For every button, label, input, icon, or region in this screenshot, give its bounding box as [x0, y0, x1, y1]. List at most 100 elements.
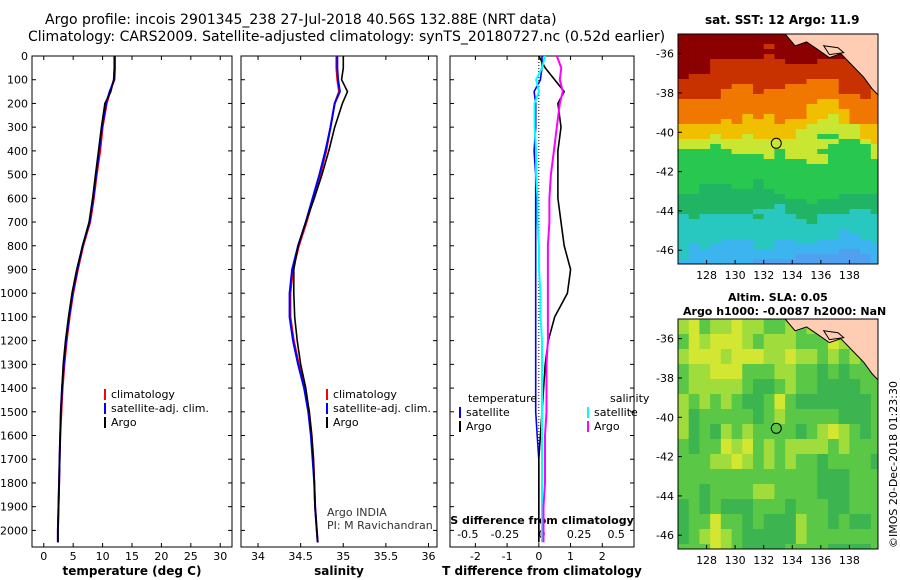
map-cell [695, 109, 700, 115]
map-cell [770, 179, 775, 185]
map-cell [703, 214, 707, 220]
map-cell [731, 334, 736, 340]
map-cell [753, 344, 757, 350]
map-cell [803, 459, 807, 465]
map-cell [738, 324, 743, 330]
map-cell [688, 484, 693, 490]
map-cell [703, 124, 707, 130]
map-cell [792, 74, 797, 80]
map-cell [845, 209, 850, 215]
map-cell [781, 89, 786, 95]
map-cell [710, 449, 715, 455]
map-cell [720, 89, 725, 95]
map-cell [831, 234, 836, 240]
map-cell [849, 489, 854, 495]
map-cell [867, 394, 872, 400]
map-cell [710, 64, 715, 70]
map-cell [699, 64, 704, 70]
map-cell [870, 164, 875, 170]
map-cell [763, 129, 768, 135]
map-cell [749, 79, 754, 85]
map-cell [835, 469, 840, 475]
map-cell [778, 474, 782, 480]
map-cell [863, 199, 868, 205]
map-cell [745, 369, 750, 375]
map-cell [745, 89, 750, 95]
map-cell [685, 139, 690, 145]
map-cell [867, 439, 872, 445]
map-cell [817, 79, 822, 85]
map-cell [706, 449, 711, 455]
map-cell [767, 349, 772, 355]
map-cell [828, 104, 832, 110]
map-cell [745, 64, 750, 70]
map-cell [824, 394, 829, 400]
map-cell [774, 184, 779, 190]
map-cell [856, 229, 861, 235]
map-cell [695, 374, 700, 380]
map-cell [863, 219, 868, 225]
map-cell [695, 89, 700, 95]
map-cell [756, 134, 761, 140]
map-cell [681, 504, 686, 510]
map-cell [835, 249, 840, 255]
map-cell [810, 464, 815, 470]
map-cell [849, 199, 854, 205]
map-cell [845, 159, 850, 165]
map-cell [831, 174, 836, 180]
map-cell [842, 489, 847, 495]
map-cell [853, 454, 857, 460]
map-cell [824, 74, 829, 80]
map-cell [817, 234, 822, 240]
map-cell [760, 379, 765, 385]
map-cell [770, 234, 775, 240]
map-cell [824, 109, 829, 115]
map-cell [720, 439, 725, 445]
map-cell [710, 199, 715, 205]
map-cell [792, 489, 797, 495]
map-cell [742, 329, 747, 335]
map-cell [845, 499, 850, 505]
map-cell [678, 99, 682, 105]
map-cell [806, 469, 811, 475]
map-cell [863, 209, 868, 215]
map-cell [756, 99, 761, 105]
map-cell [774, 84, 779, 90]
map-cell [685, 164, 690, 170]
map-cell [799, 44, 804, 50]
map-cell [710, 424, 715, 430]
map-cell [788, 414, 793, 420]
map-cell [685, 449, 690, 455]
map-cell [806, 54, 811, 60]
map-cell [835, 494, 840, 500]
map-cell [874, 94, 879, 100]
map-cell [849, 414, 854, 420]
map-cell [842, 499, 847, 505]
map-cell [774, 384, 779, 390]
map-cell [699, 364, 704, 370]
map-cell [828, 359, 832, 365]
map-cell [849, 439, 854, 445]
map-cell [710, 54, 715, 60]
map-cell [685, 474, 690, 480]
map-cell [745, 344, 750, 350]
map-cell [720, 469, 725, 475]
map-cell [713, 444, 718, 450]
map-cell [710, 259, 715, 265]
map-cell [860, 119, 865, 125]
map-cell [842, 259, 847, 265]
map-cell [731, 374, 736, 380]
map-cell [774, 494, 779, 500]
map-cell [835, 144, 840, 150]
map-cell [856, 424, 861, 430]
map-cell [810, 404, 815, 410]
map-cell [763, 484, 768, 490]
map-cell [838, 404, 843, 410]
map-cell [842, 209, 847, 215]
map-cell [842, 99, 847, 105]
map-cell [799, 394, 804, 400]
map-cell [849, 214, 854, 220]
map-cell [806, 94, 811, 100]
map-cell [753, 229, 757, 235]
map-cell [713, 504, 718, 510]
